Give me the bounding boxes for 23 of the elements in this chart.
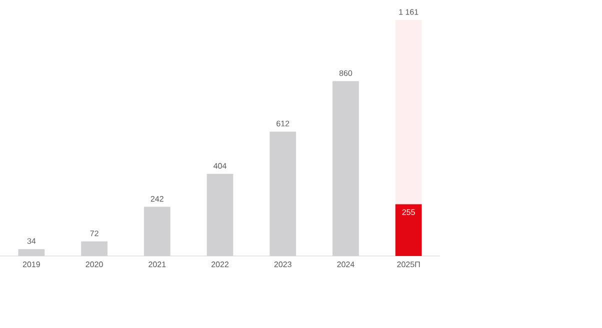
data-label: 72 <box>90 230 98 236</box>
data-label: 612 <box>276 120 290 126</box>
x-tick-label: 2022 <box>212 262 228 268</box>
bar <box>332 81 359 256</box>
x-tick-label: 2020 <box>86 262 103 268</box>
data-label: 242 <box>150 196 164 202</box>
bar <box>270 132 296 256</box>
data-label: 860 <box>339 70 352 76</box>
bar <box>81 241 108 256</box>
x-tick-label: 2024 <box>337 262 354 268</box>
data-label: 404 <box>214 163 226 169</box>
bar <box>206 174 234 256</box>
data-label: 34 <box>27 238 36 244</box>
bar <box>395 204 422 256</box>
x-tick-label: 2021 <box>148 262 166 268</box>
data-label: 255 <box>402 209 415 216</box>
x-tick-label: 2023 <box>274 262 292 268</box>
bar <box>18 249 45 256</box>
total-label: 1 161 <box>399 9 418 15</box>
x-tick-label: 2019 <box>22 262 40 268</box>
bar <box>395 20 422 204</box>
bar <box>144 206 170 256</box>
x-tick-label: 2025П <box>397 262 420 268</box>
